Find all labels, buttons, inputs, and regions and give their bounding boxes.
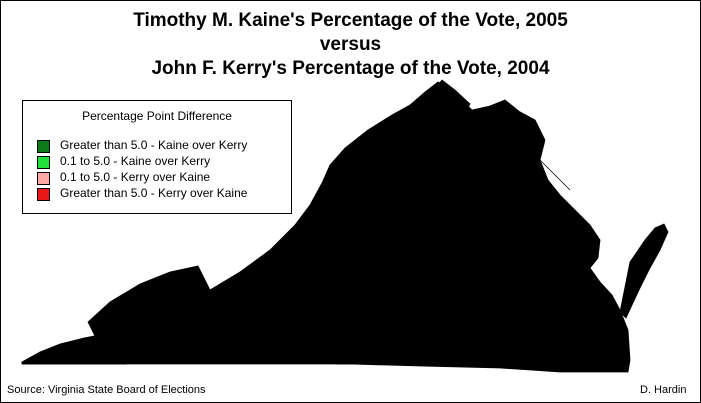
undefined xyxy=(539,209,573,241)
legend-swatch-red xyxy=(37,188,50,201)
county-line-1 xyxy=(299,229,361,321)
undefined xyxy=(447,277,481,309)
undefined xyxy=(127,331,165,357)
undefined xyxy=(329,319,381,365)
title-line-3: John F. Kerry's Percentage of the Vote, … xyxy=(151,58,550,79)
undefined xyxy=(87,265,211,339)
county-line-10 xyxy=(339,249,401,263)
map-title: Timothy M. Kaine's Percentage of the Vot… xyxy=(0,9,701,81)
region-light-green xyxy=(127,79,573,365)
undefined xyxy=(169,315,201,349)
county-line-5 xyxy=(419,109,481,201)
title-line-1: Timothy M. Kaine's Percentage of the Vot… xyxy=(133,10,568,31)
county-line-8 xyxy=(399,229,561,271)
undefined xyxy=(619,223,669,319)
county-line-2 xyxy=(329,179,381,271)
region-pink xyxy=(87,265,531,361)
undefined xyxy=(21,333,131,365)
undefined xyxy=(515,111,541,137)
county-line-7 xyxy=(219,289,271,351)
county-line-3 xyxy=(359,149,421,251)
undefined xyxy=(457,151,491,183)
undefined xyxy=(455,313,499,365)
county-line-14 xyxy=(559,299,601,341)
county-boundaries xyxy=(219,109,601,361)
undefined xyxy=(431,79,471,119)
undefined xyxy=(491,199,526,233)
legend-label: Greater than 5.0 - Kerry over Kaine xyxy=(60,186,248,200)
county-line-9 xyxy=(379,279,541,321)
undefined xyxy=(369,283,401,319)
undefined xyxy=(417,315,461,365)
legend-title: Percentage Point Difference xyxy=(82,109,232,123)
legend-label: 0.1 to 5.0 - Kaine over Kerry xyxy=(60,154,211,168)
undefined xyxy=(401,249,441,289)
county-line-4 xyxy=(389,124,451,221)
county-line-6 xyxy=(249,269,321,361)
county-line-11 xyxy=(469,129,521,156)
legend-swatch-pink xyxy=(37,172,50,185)
region-red xyxy=(21,333,131,365)
source-note: Source: Virginia State Board of Election… xyxy=(7,384,206,396)
undefined xyxy=(489,311,531,361)
legend-label: 0.1 to 5.0 - Kerry over Kaine xyxy=(60,170,211,184)
undefined xyxy=(529,187,561,213)
legend: Percentage Point Difference Greater than… xyxy=(22,100,292,214)
county-line-13 xyxy=(559,249,601,291)
undefined xyxy=(379,321,421,365)
county-line-12 xyxy=(529,149,571,191)
legend-label: Greater than 5.0 - Kaine over Kerry xyxy=(60,138,248,152)
legend-swatch-dark-green xyxy=(37,140,50,153)
title-line-2: versus xyxy=(319,34,382,55)
author-credit: D. Hardin xyxy=(640,384,687,396)
legend-swatch-light-green xyxy=(37,156,50,169)
